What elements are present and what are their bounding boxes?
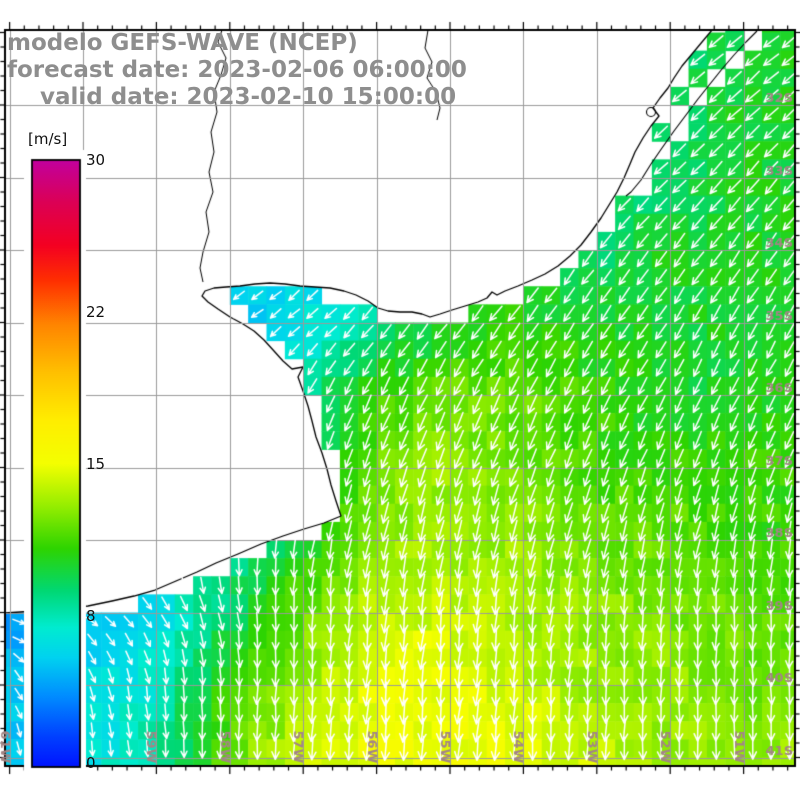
- colorbar-unit-label: [m/s]: [28, 130, 68, 148]
- colorbar-tick-8: 8: [86, 607, 96, 625]
- forecast-date-line: forecast date: 2023-02-06 06:00:00: [7, 57, 467, 83]
- colorbar-tick-30: 30: [86, 151, 106, 169]
- colorbar-tick-15: 15: [86, 455, 106, 473]
- valid-date-line: valid date: 2023-02-10 15:00:00: [40, 84, 457, 110]
- model-title: modelo GEFS-WAVE (NCEP): [7, 30, 358, 56]
- colorbar-tick-0: 0: [86, 754, 96, 772]
- colorbar-tick-22: 22: [86, 303, 106, 321]
